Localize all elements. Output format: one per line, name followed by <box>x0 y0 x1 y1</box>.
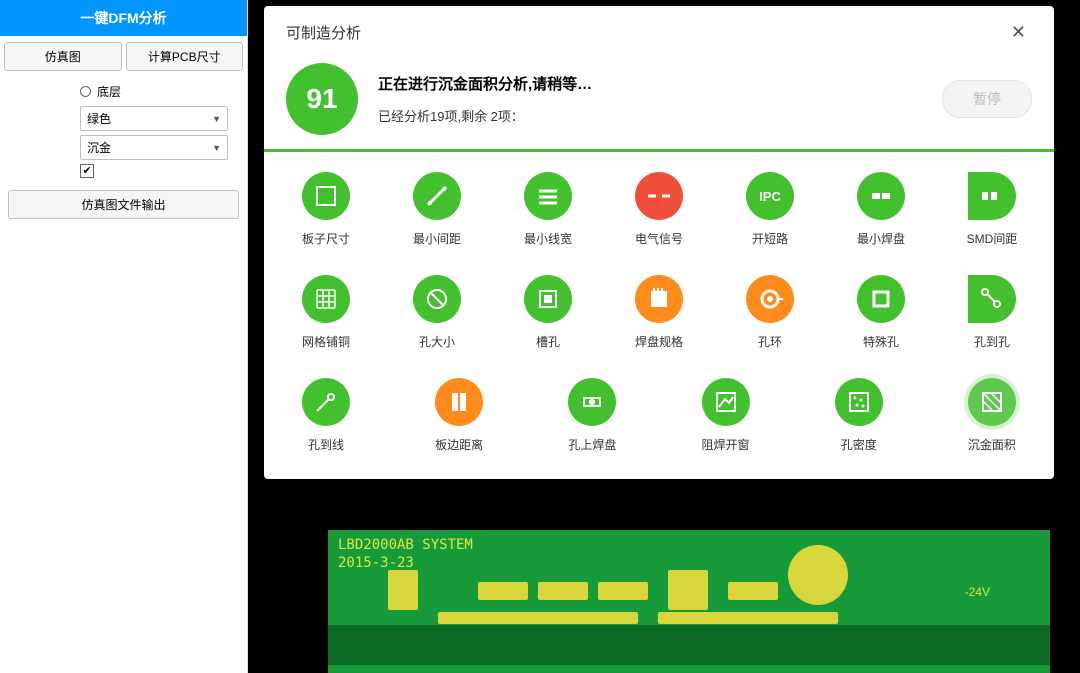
analysis-item-board[interactable]: 板子尺寸 <box>286 172 366 247</box>
analysis-item-spacing[interactable]: 最小间距 <box>397 172 477 247</box>
pad-icon <box>857 172 905 220</box>
option-checkbox[interactable]: ✔ <box>80 164 94 178</box>
special-icon <box>857 275 905 323</box>
calc-pcb-size-button[interactable]: 计算PCB尺寸 <box>126 42 244 71</box>
analysis-item-h2l[interactable]: 孔到线 <box>286 378 366 453</box>
progress-status-text: 正在进行沉金面积分析,请稍等… <box>378 73 922 94</box>
ipc-icon: IPC <box>746 172 794 220</box>
analysis-item-label: 孔环 <box>730 333 810 350</box>
analysis-item-h2h[interactable]: 孔到孔 <box>952 275 1032 350</box>
radio-icon <box>80 86 91 97</box>
dfm-analysis-button[interactable]: 一键DFM分析 <box>0 0 247 36</box>
h2l-icon <box>302 378 350 426</box>
signal-icon <box>635 172 683 220</box>
analysis-item-smd[interactable]: SMD间距 <box>952 172 1032 247</box>
close-icon[interactable]: ✕ <box>1005 20 1032 45</box>
analysis-item-label: SMD间距 <box>952 230 1032 247</box>
analysis-item-label: 开短路 <box>730 230 810 247</box>
analysis-item-mask[interactable]: 阻焊开窗 <box>686 378 766 453</box>
analysis-item-label: 电气信号 <box>619 230 699 247</box>
analysis-item-label: 槽孔 <box>508 333 588 350</box>
analysis-item-label: 阻焊开窗 <box>686 436 766 453</box>
analysis-item-ring[interactable]: 孔环 <box>730 275 810 350</box>
analysis-item-label: 孔到线 <box>286 436 366 453</box>
h2h-icon <box>968 275 1016 323</box>
dialog-title: 可制造分析 <box>286 22 361 43</box>
analysis-item-density[interactable]: 孔密度 <box>819 378 899 453</box>
pcb-voltage-label: -24V <box>965 585 990 599</box>
simulation-button[interactable]: 仿真图 <box>4 42 122 71</box>
board-icon <box>302 172 350 220</box>
analysis-item-ipc[interactable]: IPC 开短路 <box>730 172 810 247</box>
mesh-icon <box>302 275 350 323</box>
spacing-icon <box>413 172 461 220</box>
analysis-item-special[interactable]: 特殊孔 <box>841 275 921 350</box>
analysis-item-label: 孔密度 <box>819 436 899 453</box>
analysis-item-label: 孔到孔 <box>952 333 1032 350</box>
analysis-item-signal[interactable]: 电气信号 <box>619 172 699 247</box>
analysis-item-label: 特殊孔 <box>841 333 921 350</box>
slot-icon <box>524 275 572 323</box>
chevron-down-icon: ▼ <box>212 143 221 153</box>
analysis-item-label: 最小焊盘 <box>841 230 921 247</box>
progress-circle: 91 <box>286 63 358 135</box>
linewidth-icon <box>524 172 572 220</box>
analysis-item-label: 最小间距 <box>397 230 477 247</box>
padspec-icon <box>635 275 683 323</box>
analysis-item-label: 板边距离 <box>419 436 499 453</box>
mask-icon <box>702 378 750 426</box>
viapad-icon <box>568 378 616 426</box>
edge-icon <box>435 378 483 426</box>
analysis-items-grid: 板子尺寸 最小间距 最小线宽 电气信号 IPC 开短路 最小焊盘 SMD间距网格铺铜 孔大小 槽孔… <box>286 172 1032 453</box>
analysis-item-goldarea[interactable]: 沉金面积 <box>952 378 1032 453</box>
analysis-item-mesh[interactable]: 网格铺铜 <box>286 275 366 350</box>
export-sim-file-button[interactable]: 仿真图文件输出 <box>8 190 239 219</box>
analysis-item-linewidth[interactable]: 最小线宽 <box>508 172 588 247</box>
layer-radio[interactable]: 底层 <box>80 83 243 100</box>
goldarea-icon <box>968 378 1016 426</box>
finish-select[interactable]: 沉金 ▼ <box>80 135 228 160</box>
analysis-item-label: 沉金面积 <box>952 436 1032 453</box>
analysis-item-holesize[interactable]: 孔大小 <box>397 275 477 350</box>
ring-icon <box>746 275 794 323</box>
analysis-item-label: 网格铺铜 <box>286 333 366 350</box>
layer-radio-label: 底层 <box>97 83 121 100</box>
chevron-down-icon: ▼ <box>212 114 221 124</box>
analysis-item-pad[interactable]: 最小焊盘 <box>841 172 921 247</box>
analysis-item-slot[interactable]: 槽孔 <box>508 275 588 350</box>
density-icon <box>835 378 883 426</box>
pause-button[interactable]: 暂停 <box>942 80 1032 118</box>
svg-text:IPC: IPC <box>759 189 781 204</box>
analysis-item-label: 最小线宽 <box>508 230 588 247</box>
analysis-item-label: 孔上焊盘 <box>552 436 632 453</box>
dialog-separator <box>264 149 1054 152</box>
smd-icon <box>968 172 1016 220</box>
pcb-title: LBD2000AB SYSTEM <box>338 536 1040 554</box>
pcb-board: LBD2000AB SYSTEM 2015-3-23 -24V <box>328 530 1050 673</box>
analysis-item-label: 板子尺寸 <box>286 230 366 247</box>
progress-sub-text: 已经分析19项,剩余 2项： <box>378 106 922 125</box>
analysis-item-label: 孔大小 <box>397 333 477 350</box>
color-select-value: 绿色 <box>87 110 111 127</box>
sidebar: 一键DFM分析 仿真图 计算PCB尺寸 底层 绿色 ▼ 沉金 ▼ ✔ 仿真图文件… <box>0 0 248 673</box>
finish-select-value: 沉金 <box>87 139 111 156</box>
analysis-item-padspec[interactable]: 焊盘规格 <box>619 275 699 350</box>
analysis-item-edge[interactable]: 板边距离 <box>419 378 499 453</box>
color-select[interactable]: 绿色 ▼ <box>80 106 228 131</box>
dfm-analysis-dialog: 可制造分析 ✕ 91 正在进行沉金面积分析,请稍等… 已经分析19项,剩余 2项… <box>264 6 1054 479</box>
analysis-item-viapad[interactable]: 孔上焊盘 <box>552 378 632 453</box>
holesize-icon <box>413 275 461 323</box>
analysis-item-label: 焊盘规格 <box>619 333 699 350</box>
